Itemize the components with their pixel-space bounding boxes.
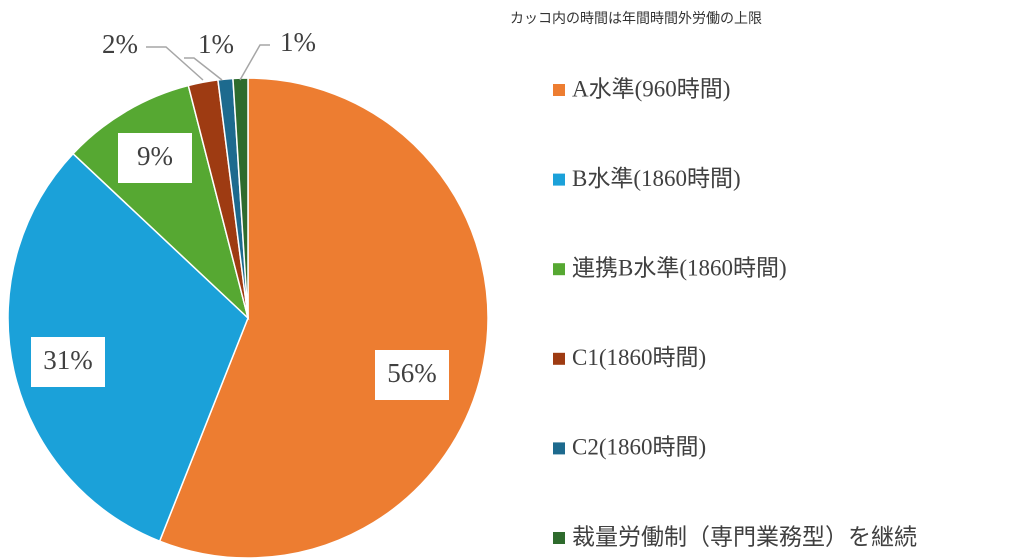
leader-line [146,46,204,81]
legend-label: C1(1860時間) [572,345,706,370]
legend-swatch [553,352,565,365]
pie-slice [7,152,249,543]
label-box [118,133,192,183]
pie-slice [71,84,250,321]
legend-swatch [553,442,565,455]
legend-label: A水準(960時間) [572,76,730,101]
label-box [31,337,105,387]
label-box [375,350,449,400]
data-label: 1% [280,27,316,57]
data-label: 2% [102,29,138,59]
data-label: 31% [43,345,93,375]
legend-label: 連携B水準(1860時間) [572,255,787,280]
data-label: 56% [387,358,437,388]
legend-swatch [553,263,565,276]
legend-swatch [553,173,565,186]
leader-line [239,44,270,81]
legend-label: C2(1860時間) [572,435,706,460]
pie-slice [158,77,489,558]
annotation: カッコ内の時間は年間時間外労働の上限 [510,11,762,27]
legend-swatch [553,532,565,544]
legend-label: 裁量労働制（専門業務型）を継続 [572,524,917,549]
data-label: 1% [198,29,234,59]
leader-line [184,57,223,81]
data-label: 9% [137,141,173,171]
legend-label: B水準(1860時間) [572,166,741,191]
legend-swatch [553,84,565,96]
